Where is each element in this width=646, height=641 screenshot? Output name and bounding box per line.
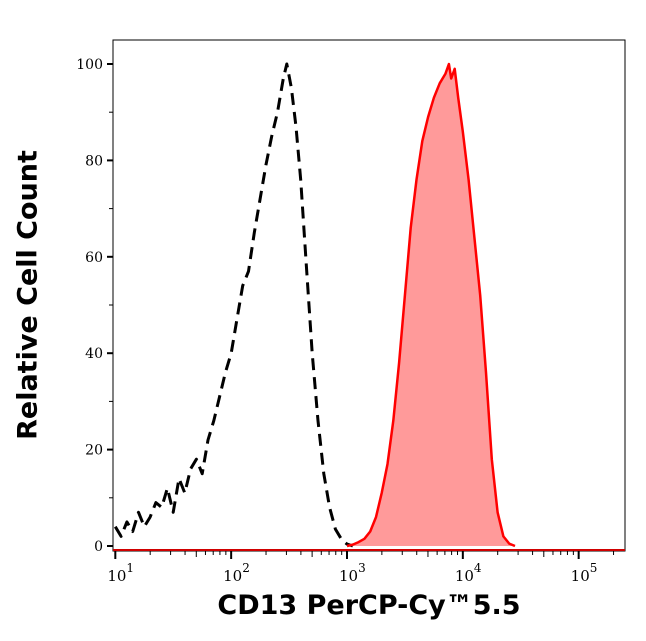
y-tick-label: 100 (76, 57, 103, 73)
y-tick-label: 80 (85, 153, 103, 169)
y-tick-label: 0 (94, 539, 103, 555)
series-fill-1 (346, 64, 515, 546)
plot-frame (112, 39, 626, 552)
x-axis-label: CD13 PerCP-Cy™5.5 (217, 590, 521, 621)
x-tick-label: 103 (339, 561, 366, 585)
y-axis-label: Relative Cell Count (12, 150, 44, 440)
x-tick-label: 101 (107, 561, 134, 585)
x-tick-label: 102 (223, 561, 250, 585)
x-tick-label: 104 (455, 561, 482, 585)
x-tick-label: 105 (571, 561, 598, 585)
y-tick-label: 20 (85, 443, 103, 459)
series-line-0 (114, 62, 354, 548)
y-tick-label: 60 (85, 250, 103, 266)
series-line-1 (346, 62, 516, 548)
y-tick-label: 40 (85, 346, 103, 362)
